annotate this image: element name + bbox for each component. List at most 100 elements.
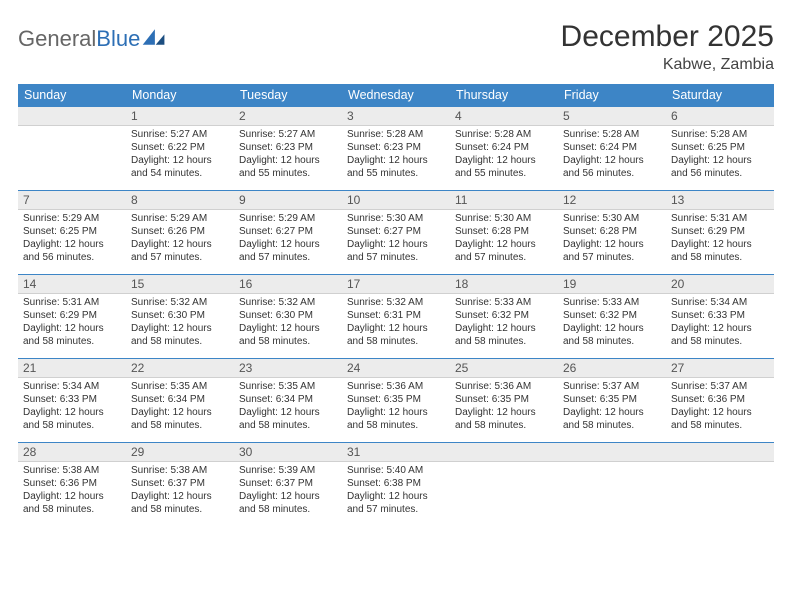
sunset-line: Sunset: 6:30 PM — [239, 309, 337, 322]
calendar-day: 18Sunrise: 5:33 AMSunset: 6:32 PMDayligh… — [450, 274, 558, 358]
sunrise-line: Sunrise: 5:29 AM — [239, 212, 337, 225]
sunset-line: Sunset: 6:25 PM — [23, 225, 121, 238]
day-body: Sunrise: 5:35 AMSunset: 6:34 PMDaylight:… — [234, 378, 342, 436]
day-number: 3 — [342, 106, 450, 126]
day-body: Sunrise: 5:29 AMSunset: 6:27 PMDaylight:… — [234, 210, 342, 268]
daylight-line: Daylight: 12 hours and 56 minutes. — [23, 238, 121, 264]
day-number: 7 — [18, 190, 126, 210]
sunrise-line: Sunrise: 5:28 AM — [455, 128, 553, 141]
sunset-line: Sunset: 6:29 PM — [671, 225, 769, 238]
sunset-line: Sunset: 6:28 PM — [563, 225, 661, 238]
daylight-line: Daylight: 12 hours and 58 minutes. — [239, 490, 337, 516]
sunrise-line: Sunrise: 5:27 AM — [239, 128, 337, 141]
weekday-header: Friday — [558, 84, 666, 106]
daylight-line: Daylight: 12 hours and 58 minutes. — [23, 490, 121, 516]
day-body: Sunrise: 5:36 AMSunset: 6:35 PMDaylight:… — [450, 378, 558, 436]
day-number: 16 — [234, 274, 342, 294]
sunset-line: Sunset: 6:29 PM — [23, 309, 121, 322]
day-number: 4 — [450, 106, 558, 126]
sunrise-line: Sunrise: 5:29 AM — [23, 212, 121, 225]
day-body: Sunrise: 5:38 AMSunset: 6:37 PMDaylight:… — [126, 462, 234, 520]
calendar-day: 31Sunrise: 5:40 AMSunset: 6:38 PMDayligh… — [342, 442, 450, 526]
day-number: 6 — [666, 106, 774, 126]
day-number: 19 — [558, 274, 666, 294]
daylight-line: Daylight: 12 hours and 58 minutes. — [239, 406, 337, 432]
day-number — [558, 442, 666, 462]
sunrise-line: Sunrise: 5:32 AM — [131, 296, 229, 309]
day-body: Sunrise: 5:32 AMSunset: 6:30 PMDaylight:… — [126, 294, 234, 352]
calendar-day: 5Sunrise: 5:28 AMSunset: 6:24 PMDaylight… — [558, 106, 666, 190]
day-number: 27 — [666, 358, 774, 378]
day-body: Sunrise: 5:33 AMSunset: 6:32 PMDaylight:… — [558, 294, 666, 352]
day-number: 9 — [234, 190, 342, 210]
calendar-day: 7 Sunrise: 5:29 AMSunset: 6:25 PMDaylight… — [18, 190, 126, 274]
day-number: 20 — [666, 274, 774, 294]
daylight-line: Daylight: 12 hours and 57 minutes. — [347, 490, 445, 516]
sunrise-line: Sunrise: 5:36 AM — [455, 380, 553, 393]
day-body: Sunrise: 5:28 AMSunset: 6:25 PMDaylight:… — [666, 126, 774, 184]
day-body: Sunrise: 5:28 AMSunset: 6:24 PMDaylight:… — [558, 126, 666, 184]
day-number: 1 — [126, 106, 234, 126]
day-body: Sunrise: 5:32 AMSunset: 6:31 PMDaylight:… — [342, 294, 450, 352]
daylight-line: Daylight: 12 hours and 58 minutes. — [347, 322, 445, 348]
day-body: Sunrise: 5:36 AMSunset: 6:35 PMDaylight:… — [342, 378, 450, 436]
sunrise-line: Sunrise: 5:31 AM — [671, 212, 769, 225]
day-body: Sunrise: 5:28 AMSunset: 6:24 PMDaylight:… — [450, 126, 558, 184]
sunrise-line: Sunrise: 5:40 AM — [347, 464, 445, 477]
calendar-day: 26Sunrise: 5:37 AMSunset: 6:35 PMDayligh… — [558, 358, 666, 442]
day-number: 18 — [450, 274, 558, 294]
sunset-line: Sunset: 6:23 PM — [347, 141, 445, 154]
logo-text: GeneralBlue — [18, 26, 140, 52]
day-number: 15 — [126, 274, 234, 294]
sunset-line: Sunset: 6:31 PM — [347, 309, 445, 322]
day-body: Sunrise: 5:34 AMSunset: 6:33 PMDaylight:… — [666, 294, 774, 352]
day-body: Sunrise: 5:31 AMSunset: 6:29 PMDaylight:… — [18, 294, 126, 352]
day-body: Sunrise: 5:30 AMSunset: 6:28 PMDaylight:… — [450, 210, 558, 268]
daylight-line: Daylight: 12 hours and 57 minutes. — [563, 238, 661, 264]
calendar-day: 12Sunrise: 5:30 AMSunset: 6:28 PMDayligh… — [558, 190, 666, 274]
sunrise-line: Sunrise: 5:31 AM — [23, 296, 121, 309]
calendar-day: 11Sunrise: 5:30 AMSunset: 6:28 PMDayligh… — [450, 190, 558, 274]
day-body: Sunrise: 5:38 AMSunset: 6:36 PMDaylight:… — [18, 462, 126, 520]
sunrise-line: Sunrise: 5:37 AM — [563, 380, 661, 393]
day-number: 30 — [234, 442, 342, 462]
sunrise-line: Sunrise: 5:32 AM — [347, 296, 445, 309]
day-body: Sunrise: 5:34 AMSunset: 6:33 PMDaylight:… — [18, 378, 126, 436]
sunset-line: Sunset: 6:22 PM — [131, 141, 229, 154]
calendar-week: 28Sunrise: 5:38 AMSunset: 6:36 PMDayligh… — [18, 442, 774, 526]
header: GeneralBlue December 2025 Kabwe, Zambia — [18, 20, 774, 74]
sunrise-line: Sunrise: 5:35 AM — [239, 380, 337, 393]
day-body: Sunrise: 5:39 AMSunset: 6:37 PMDaylight:… — [234, 462, 342, 520]
calendar-day — [450, 442, 558, 526]
sunset-line: Sunset: 6:28 PM — [455, 225, 553, 238]
calendar-week: 14Sunrise: 5:31 AMSunset: 6:29 PMDayligh… — [18, 274, 774, 358]
day-number: 29 — [126, 442, 234, 462]
calendar-day: 24Sunrise: 5:36 AMSunset: 6:35 PMDayligh… — [342, 358, 450, 442]
daylight-line: Daylight: 12 hours and 55 minutes. — [455, 154, 553, 180]
daylight-line: Daylight: 12 hours and 58 minutes. — [563, 406, 661, 432]
daylight-line: Daylight: 12 hours and 58 minutes. — [455, 406, 553, 432]
day-number: 31 — [342, 442, 450, 462]
day-body: Sunrise: 5:27 AMSunset: 6:22 PMDaylight:… — [126, 126, 234, 184]
sunrise-line: Sunrise: 5:34 AM — [23, 380, 121, 393]
calendar-day: 15Sunrise: 5:32 AMSunset: 6:30 PMDayligh… — [126, 274, 234, 358]
day-number — [450, 442, 558, 462]
calendar-day: 13Sunrise: 5:31 AMSunset: 6:29 PMDayligh… — [666, 190, 774, 274]
calendar-day: 14Sunrise: 5:31 AMSunset: 6:29 PMDayligh… — [18, 274, 126, 358]
day-number: 12 — [558, 190, 666, 210]
day-number: 26 — [558, 358, 666, 378]
day-number: 11 — [450, 190, 558, 210]
day-body: Sunrise: 5:31 AMSunset: 6:29 PMDaylight:… — [666, 210, 774, 268]
sunset-line: Sunset: 6:23 PM — [239, 141, 337, 154]
calendar-day — [18, 106, 126, 190]
daylight-line: Daylight: 12 hours and 55 minutes. — [347, 154, 445, 180]
calendar-day: 4Sunrise: 5:28 AMSunset: 6:24 PMDaylight… — [450, 106, 558, 190]
daylight-line: Daylight: 12 hours and 58 minutes. — [23, 322, 121, 348]
day-number: 24 — [342, 358, 450, 378]
sunrise-line: Sunrise: 5:37 AM — [671, 380, 769, 393]
daylight-line: Daylight: 12 hours and 58 minutes. — [563, 322, 661, 348]
sunset-line: Sunset: 6:27 PM — [239, 225, 337, 238]
daylight-line: Daylight: 12 hours and 54 minutes. — [131, 154, 229, 180]
daylight-line: Daylight: 12 hours and 57 minutes. — [455, 238, 553, 264]
daylight-line: Daylight: 12 hours and 58 minutes. — [671, 238, 769, 264]
